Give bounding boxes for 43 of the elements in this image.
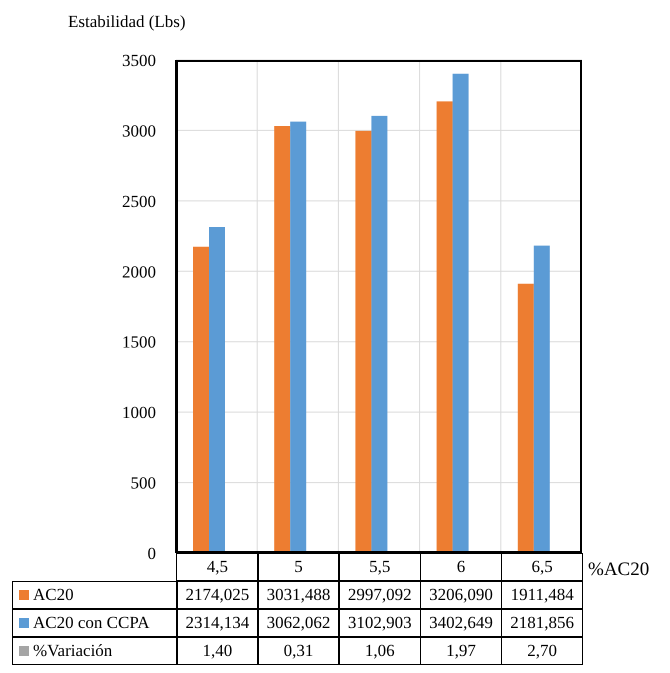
y-tick-label: 2500	[122, 192, 156, 211]
x-tick-label: 5	[257, 553, 340, 581]
x-tick-label: 6	[420, 553, 502, 581]
data-label: 3062,062	[257, 609, 340, 637]
bar	[436, 101, 453, 553]
y-tick-label: 500	[130, 474, 156, 493]
y-tick-label: 1000	[122, 403, 156, 422]
bar	[355, 130, 372, 553]
data-label: 0,31	[257, 637, 340, 665]
data-label: 2997,092	[338, 581, 422, 609]
y-tick-label: 1500	[122, 332, 156, 352]
bar	[534, 246, 550, 553]
bar	[274, 126, 290, 553]
y-axis-title: Estabilidad (Lbs)	[68, 12, 186, 32]
data-label: 3102,903	[338, 609, 422, 637]
data-label: 3031,488	[257, 581, 340, 609]
data-label: 3206,090	[420, 581, 502, 609]
data-label: 2181,856	[500, 609, 584, 637]
data-label: 2314,134	[176, 609, 259, 637]
bar	[518, 284, 534, 553]
bar	[209, 227, 225, 553]
data-label: 1911,484	[500, 581, 584, 609]
y-tick-label: 3000	[122, 121, 156, 140]
bar	[452, 74, 469, 553]
bar	[290, 122, 306, 553]
data-label: 1,40	[176, 637, 259, 665]
x-tick-label: 6,5	[500, 553, 584, 581]
x-tick-label: 5,5	[338, 553, 422, 581]
bar	[193, 246, 209, 553]
bar	[371, 116, 388, 553]
y-tick-label: 3500	[122, 51, 156, 70]
data-label: 1,06	[338, 637, 422, 665]
x-axis-title: %AC20	[588, 559, 650, 581]
data-label: 2,70	[500, 637, 584, 665]
legend-label: %Variación	[33, 641, 112, 661]
y-tick-label: 0	[148, 544, 156, 564]
data-label: 3402,649	[420, 609, 502, 637]
legend-label: AC20	[33, 585, 74, 605]
data-label: 1,97	[420, 637, 502, 665]
y-tick-label: 2000	[122, 262, 156, 282]
data-label: 2174,025	[176, 581, 259, 609]
x-tick-label: 4,5	[176, 553, 259, 581]
legend-label: AC20 con CCPA	[33, 613, 150, 633]
